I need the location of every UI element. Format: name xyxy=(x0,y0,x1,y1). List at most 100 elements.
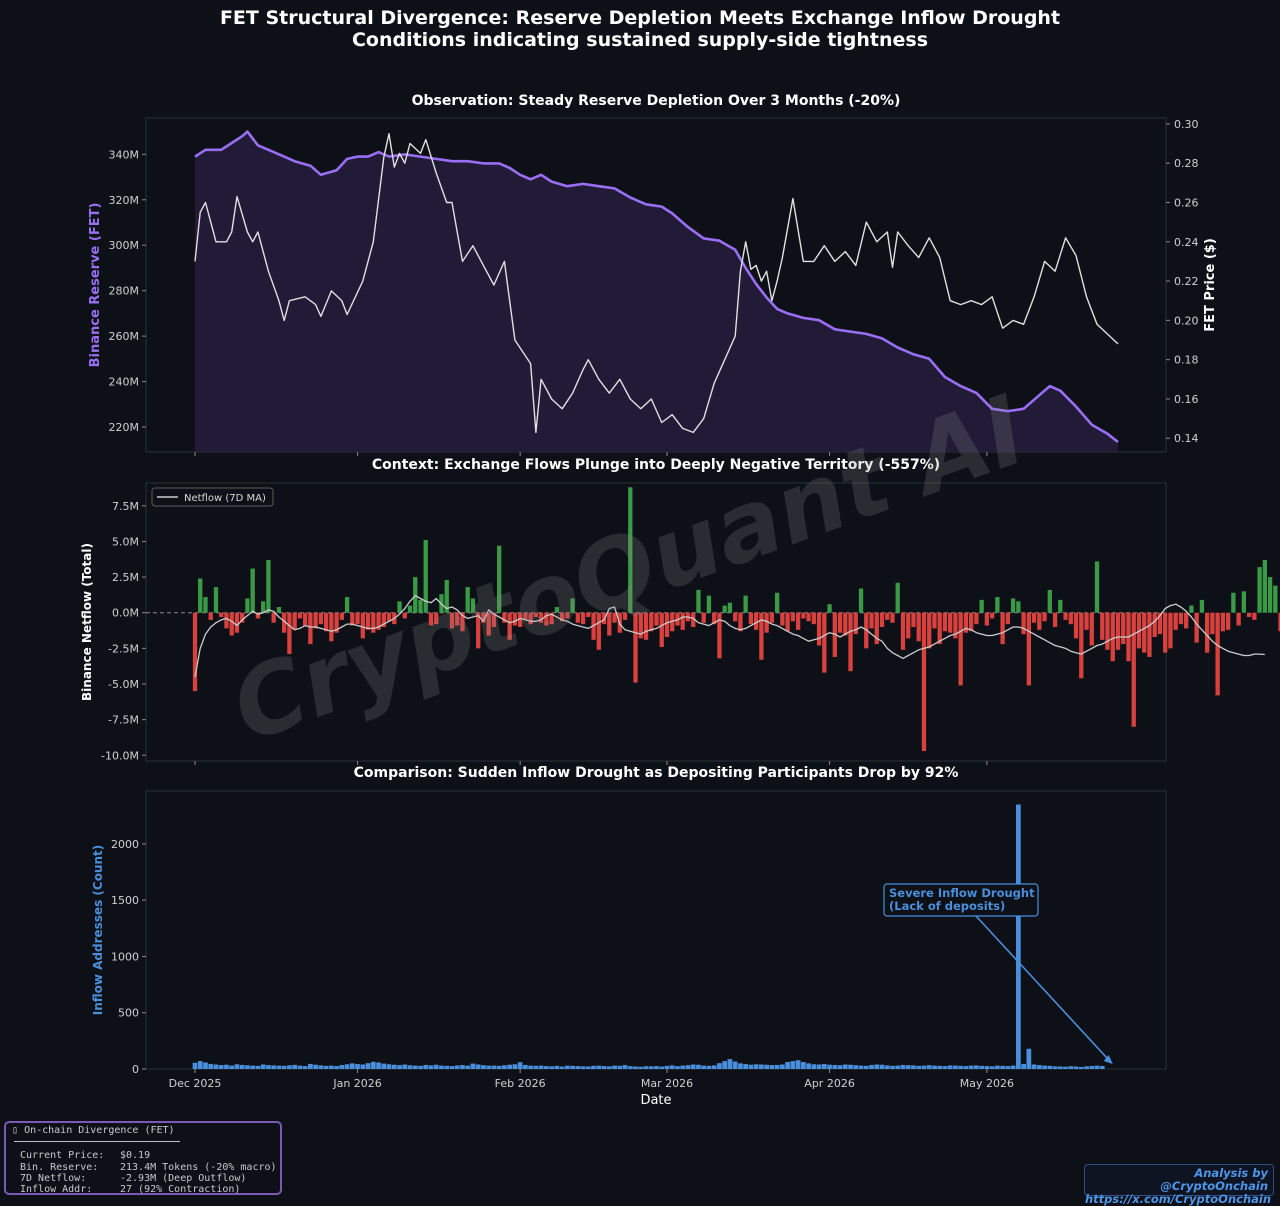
inflow-bar xyxy=(423,1064,429,1069)
netflow-bar xyxy=(1094,561,1100,613)
netflow-bar xyxy=(738,612,743,632)
y2-tick-label: 0.26 xyxy=(1174,196,1199,209)
netflow-bar xyxy=(643,612,649,640)
info-row: Current Price: $0.19 xyxy=(20,1150,150,1161)
inflow-bar xyxy=(696,1064,701,1069)
panel-title: Observation: Steady Reserve Depletion Ov… xyxy=(412,93,901,109)
netflow-bar xyxy=(192,612,198,692)
inflow-bar xyxy=(706,1065,712,1069)
annotation-label: Severe Inflow Drought xyxy=(889,886,1035,900)
netflow-bar xyxy=(1231,592,1236,613)
inflow-bar xyxy=(491,1065,497,1069)
netflow-bar xyxy=(1178,612,1184,625)
netflow-bar xyxy=(460,612,465,632)
x-tick-label: Dec 2025 xyxy=(169,1077,222,1090)
inflow-bar xyxy=(1078,1066,1084,1069)
netflow-bar xyxy=(995,597,1000,613)
inflow-bar xyxy=(533,1065,539,1069)
inflow-bar xyxy=(848,1064,853,1069)
netflow-bar xyxy=(1052,612,1058,627)
inflow-bar xyxy=(774,1064,780,1069)
netflow-bar xyxy=(895,582,900,613)
inflow-bar xyxy=(601,1066,607,1069)
netflow-bar xyxy=(208,612,213,620)
netflow-bar xyxy=(1205,612,1210,653)
netflow-bar xyxy=(1136,612,1142,649)
inflow-bar xyxy=(711,1065,717,1069)
inflow-bar xyxy=(192,1062,198,1069)
inflow-bar xyxy=(727,1059,733,1069)
netflow-bar xyxy=(801,612,806,619)
netflow-bar xyxy=(538,612,544,623)
y-tick-label: -2.5M xyxy=(108,642,139,655)
inflow-bar xyxy=(1000,1065,1005,1069)
inflow-bar xyxy=(984,1066,990,1069)
inflow-bar xyxy=(968,1065,974,1069)
netflow-bar xyxy=(1021,612,1026,635)
inflow-bar xyxy=(386,1064,392,1069)
netflow-bar xyxy=(607,612,612,636)
netflow-bar xyxy=(1210,612,1215,635)
netflow-bar xyxy=(664,612,670,637)
inflow-bar xyxy=(334,1066,339,1069)
inflow-bar xyxy=(900,1064,906,1069)
info-row: Bin. Reserve: 213.4M Tokens (-20% macro) xyxy=(20,1162,277,1173)
x-axis-label: Date xyxy=(640,1093,671,1108)
price-line xyxy=(194,133,1119,434)
netflow-bar xyxy=(1079,612,1084,679)
inflow-bar xyxy=(302,1066,308,1069)
y-tick-label: 0.0M xyxy=(112,607,139,620)
netflow-bar xyxy=(848,612,853,672)
netflow-bar xyxy=(365,612,371,630)
y2-tick-label: 0.20 xyxy=(1174,314,1199,327)
reserve-line xyxy=(194,130,1119,444)
netflow-bar xyxy=(675,612,680,626)
netflow-bar xyxy=(795,612,801,630)
netflow-bar xyxy=(1115,612,1121,650)
y-tick-label: 2.5M xyxy=(112,571,139,584)
inflow-bar xyxy=(1036,1065,1042,1069)
inflow-bar xyxy=(1068,1066,1074,1069)
inflow-bar xyxy=(890,1065,895,1069)
inflow-bar xyxy=(1016,804,1021,1069)
inflow-bar xyxy=(995,1065,1000,1069)
inflow-bar xyxy=(769,1065,775,1069)
inflow-bar xyxy=(428,1065,434,1069)
netflow-bar xyxy=(1262,559,1267,613)
inflow-bar xyxy=(1021,1063,1026,1069)
inflow-bar xyxy=(538,1065,544,1069)
netflow-bar xyxy=(717,612,722,659)
inflow-bar xyxy=(239,1064,245,1069)
inflow-bar xyxy=(224,1064,229,1069)
netflow-bar xyxy=(596,612,601,650)
netflow-bar xyxy=(984,612,990,626)
info-box-divider xyxy=(14,1141,180,1142)
netflow-bar xyxy=(1047,589,1052,613)
netflow-bar xyxy=(476,612,481,649)
inflow-bar xyxy=(643,1066,649,1069)
credit-link[interactable]: https://x.com/CryptoOnchain xyxy=(1085,1192,1272,1206)
inflow-bar xyxy=(764,1064,769,1069)
netflow-bar xyxy=(769,612,775,623)
inflow-bar xyxy=(292,1064,297,1069)
netflow-bar xyxy=(502,612,507,623)
info-row: 7D Netflow: -2.93M (Deep Outflow) xyxy=(20,1173,246,1184)
y2-tick-label: 0.18 xyxy=(1174,354,1199,367)
y2-tick-label: 0.16 xyxy=(1174,393,1199,406)
netflow-bar xyxy=(507,612,512,640)
inflow-bar xyxy=(654,1066,659,1069)
inflow-bar xyxy=(1094,1065,1100,1069)
netflow-bar xyxy=(1110,612,1115,662)
netflow-bar xyxy=(759,612,764,660)
inflow-bar xyxy=(229,1065,235,1069)
inflow-bar xyxy=(517,1062,523,1069)
inflow-bar xyxy=(544,1066,549,1069)
netflow-bar xyxy=(376,612,381,630)
info-value: -2.93M (Deep Outflow) xyxy=(120,1173,247,1184)
netflow-bar xyxy=(1173,612,1178,630)
inflow-bar xyxy=(958,1065,964,1069)
netflow-bar xyxy=(418,599,423,613)
netflow-bar xyxy=(549,612,554,625)
reserve-area xyxy=(195,131,1118,452)
netflow-bar xyxy=(670,612,675,632)
